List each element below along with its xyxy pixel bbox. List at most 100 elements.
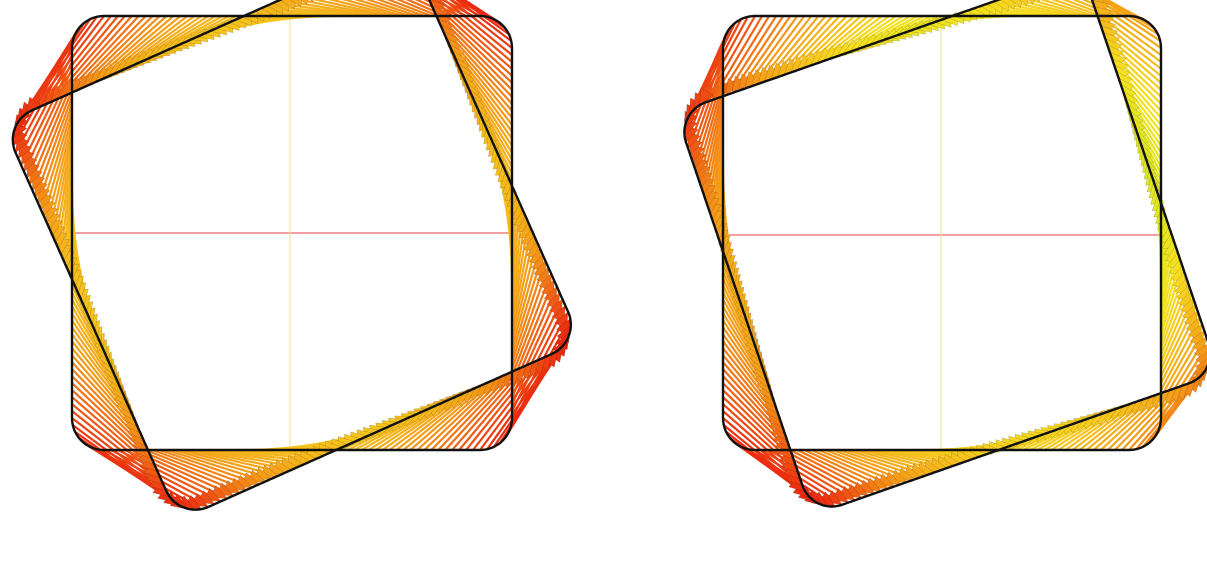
displacement-arrow-shaft (439, 9, 513, 77)
displacement-arrow-shaft (159, 448, 245, 481)
displacement-arrow-shaft (32, 75, 74, 164)
displacement-arrow-shaft (839, 448, 906, 474)
displacement-arrow-shaft (386, 0, 432, 18)
displacement-arrow-shaft (1051, 0, 1102, 18)
displacement-arrow-shaft (722, 396, 785, 456)
displacement-arrow-shaft (396, 0, 439, 18)
displacement-arrow-shaft (34, 16, 98, 102)
displacement-arrow-shaft (1120, 62, 1162, 105)
displacement-arrow-shaft (450, 35, 513, 105)
displacement-arrow-shaft (120, 15, 189, 68)
displacement-arrow-shaft (846, 448, 913, 472)
displacement-arrow-shaft (409, 391, 477, 451)
displacement-arrow-shaft (796, 449, 868, 485)
displacement-arrow-shaft (722, 368, 778, 429)
displacement-arrow-shaft (215, 448, 295, 461)
displacement-arrow-head (300, 0, 308, 5)
displacement-arrow-shaft (722, 375, 780, 436)
displacement-arrow-shaft (44, 110, 74, 196)
displacement-arrow-shaft (1092, 404, 1145, 451)
displacement-arrow-shaft (1118, 55, 1162, 98)
displacement-arrows (12, 0, 572, 510)
displacement-arrow-shaft (301, 0, 383, 18)
displacement-arrow-shaft (24, 54, 73, 146)
displacement-arrow-shaft (803, 449, 874, 483)
displacement-arrow-shaft (1159, 261, 1174, 314)
displacement-arrow-shaft (71, 382, 142, 449)
displacement-arrow-shaft (54, 138, 74, 221)
displacement-arrow-shaft (1002, 5, 1059, 18)
displacement-arrow-shaft (808, 15, 855, 60)
displacement-arrow-shaft (445, 22, 513, 91)
displacement-arrow-head (1019, 0, 1029, 7)
displacement-arrow-shaft (1160, 318, 1190, 377)
displacement-arrow-shaft (365, 0, 418, 18)
original-shape-outline (721, 14, 1163, 452)
displacement-arrow-shaft (1159, 267, 1176, 321)
displacement-arrow-shaft (711, 124, 725, 198)
displacement-arrow-shaft (1129, 96, 1162, 140)
deformed-shape-outline (683, 0, 1207, 508)
displacement-arrow-shaft (1122, 69, 1162, 112)
displacement-arrow-shaft (510, 231, 525, 314)
displacement-arrow-shaft (723, 424, 794, 483)
displacement-arrow-shaft (71, 340, 126, 409)
displacement-arrow-shaft (71, 347, 129, 416)
displacement-arrow-head (1028, 0, 1035, 5)
displacement-arrow-shaft (71, 333, 124, 403)
displacement-arrow-shaft (1108, 21, 1162, 63)
displacement-arrow-shaft (462, 69, 513, 140)
displacement-arrow-shaft (510, 281, 544, 370)
displacement-arrow-shaft (704, 96, 725, 173)
displacement-arrow-shaft (117, 449, 208, 496)
displacement-arrow-shaft (1039, 0, 1095, 18)
displacement-arrow-shaft (56, 145, 74, 227)
displacement-arrow-shaft (449, 0, 481, 17)
displacement-arrow-shaft (187, 448, 270, 471)
displacement-arrow-shaft (27, 61, 73, 152)
displacement-arrow-shaft (492, 358, 556, 448)
displacement-arrow-shaft (1128, 394, 1180, 451)
displacement-arrow-head (698, 87, 714, 106)
displacement-arrow-shaft (510, 269, 539, 356)
displacement-arrow-shaft (722, 403, 787, 463)
displacement-arrow-shaft (825, 448, 894, 478)
displacement-arrow-shaft (138, 448, 226, 488)
displacement-arrow-shaft (437, 0, 513, 63)
displacement-arrow-shaft (1104, 0, 1155, 29)
displacement-arrow-shaft (71, 368, 136, 436)
displacement-arrow-shaft (510, 250, 532, 335)
displacement-arrow-shaft (452, 42, 513, 112)
displacement-arrow-shaft (1114, 398, 1166, 451)
displacement-arrow-shaft (71, 410, 152, 476)
displacement-arrow-shaft (702, 89, 725, 167)
displacement-arrow-shaft (510, 275, 542, 363)
displacement-arrow-shaft (698, 75, 725, 154)
displacement-arrow-shaft (1159, 274, 1177, 328)
displacement-arrow-head (1036, 0, 1040, 3)
displacement-arrow-shaft (72, 424, 158, 489)
displacement-arrow-shaft (451, 376, 517, 451)
displacement-arrow-shaft (39, 96, 74, 183)
displacement-arrow-shaft (49, 124, 74, 208)
displacement-arrow-shaft (1008, 3, 1066, 18)
displacement-arrow-shaft (1125, 82, 1162, 126)
displacement-arrow-shaft (773, 15, 820, 71)
displacement-arrow-shaft (113, 15, 182, 71)
displacement-arrow-shaft (1159, 280, 1179, 335)
displacement-arrow-shaft (1159, 248, 1170, 300)
displacement-arrow-shaft (828, 15, 876, 55)
displacement-arrow-shaft (722, 417, 791, 476)
displacement-arrow-shaft (472, 368, 537, 451)
displacement-arrow-shaft (71, 389, 144, 456)
displacement-arrow-shaft (388, 399, 457, 451)
displacement-arrow-shaft (1160, 330, 1194, 391)
displacement-arrow-shaft (447, 29, 513, 98)
displacement-arrow-shaft (722, 410, 789, 470)
displacement-arrow-shaft (432, 0, 467, 17)
displacement-arrow-shaft (37, 89, 74, 177)
displacement-arrow-shaft (59, 152, 74, 233)
displacement-arrow-shaft (725, 431, 798, 489)
displacement-arrow-shaft (801, 15, 848, 62)
displacement-arrow-shaft (760, 15, 806, 75)
